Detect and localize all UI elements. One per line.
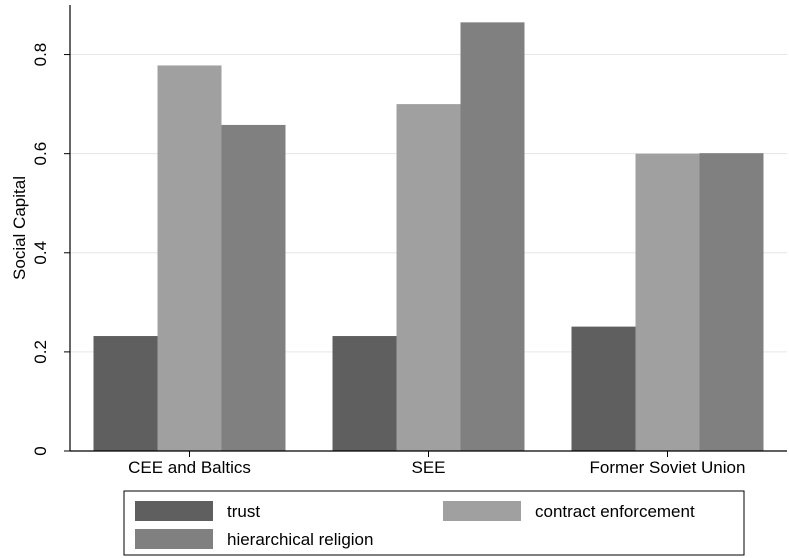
bar-contract-enforcement — [157, 65, 222, 452]
bar-trust — [571, 326, 636, 451]
bar-contract-enforcement — [396, 104, 461, 451]
y-axis-label: Social Capital — [10, 176, 29, 280]
legend-swatch — [135, 501, 213, 521]
bar-trust — [93, 336, 158, 451]
y-ticks: 0 0.2 0.4 0.6 0.8 — [31, 43, 70, 456]
x-tick-labels: CEE and Baltics SEE Former Soviet Union — [128, 451, 745, 477]
bar-contract-enforcement — [635, 153, 700, 451]
x-tick-label: CEE and Baltics — [128, 458, 251, 477]
legend-box — [123, 490, 745, 556]
bar-hierarchical-religion — [221, 124, 286, 452]
bar-hierarchical-religion — [699, 153, 764, 451]
x-tick-label: SEE — [411, 458, 445, 477]
legend-swatch — [443, 501, 521, 521]
y-tick-label: 0.6 — [31, 142, 50, 166]
y-tick-label: 0.4 — [31, 241, 50, 265]
y-tick-label: 0.2 — [31, 340, 50, 364]
y-tick-label: 0.8 — [31, 43, 50, 67]
legend-swatch — [135, 529, 213, 549]
legend: trust contract enforcement hierarchical re… — [123, 490, 745, 556]
y-tick-label: 0 — [31, 446, 50, 455]
bar-hierarchical-religion — [460, 22, 525, 451]
legend-label: contract enforcement — [535, 502, 695, 521]
legend-label: trust — [227, 502, 260, 521]
bar-trust — [332, 336, 397, 451]
legend-label: hierarchical religion — [227, 530, 373, 549]
x-tick-label: Former Soviet Union — [590, 458, 746, 477]
bars — [93, 22, 764, 452]
